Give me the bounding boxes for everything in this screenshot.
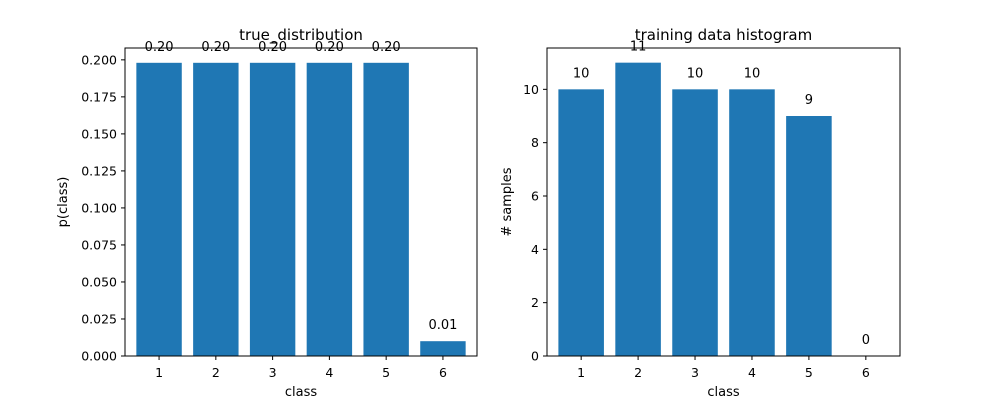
x-tick-label: 5 bbox=[805, 365, 813, 380]
y-tick-label: 0.175 bbox=[81, 89, 117, 104]
bar-class-1 bbox=[558, 89, 604, 356]
chart-true-distribution: true_distribution class p(class) 0.20 0.2… bbox=[56, 26, 478, 400]
y-tick-label: 0.200 bbox=[81, 52, 117, 67]
x-tick-label: 5 bbox=[382, 365, 390, 380]
data-label-class-1: 10 bbox=[573, 66, 590, 81]
chart-training-histogram: training data histogram class # samples … bbox=[500, 26, 901, 400]
data-label-class-5: 9 bbox=[805, 93, 813, 108]
data-label-class-3: 0.20 bbox=[258, 40, 287, 55]
x-tick-label: 2 bbox=[212, 365, 220, 380]
y-tick-label: 0.000 bbox=[81, 349, 117, 364]
bar-class-2 bbox=[615, 62, 661, 357]
data-label-class-2: 0.20 bbox=[201, 40, 230, 55]
y-tick-label: 6 bbox=[531, 189, 539, 204]
y-tick-label: 0.150 bbox=[81, 126, 117, 141]
y-tick-label: 0.125 bbox=[81, 163, 117, 178]
data-label-class-6: 0.01 bbox=[428, 318, 457, 333]
y-tick-label: 2 bbox=[531, 295, 539, 310]
bar-class-3 bbox=[672, 89, 718, 356]
x-tick-label: 3 bbox=[269, 365, 277, 380]
x-tick-label: 4 bbox=[748, 365, 756, 380]
data-label-class-2: 11 bbox=[630, 40, 647, 55]
data-label-class-4: 10 bbox=[744, 66, 761, 81]
bar-class-6 bbox=[420, 341, 466, 356]
plot-area-frame bbox=[546, 47, 901, 357]
y-tick-label: 0.100 bbox=[81, 200, 117, 215]
x-axis-label: class bbox=[707, 385, 739, 400]
data-label-class-5: 0.20 bbox=[372, 40, 401, 55]
x-tick-label: 2 bbox=[634, 365, 642, 380]
data-label-class-6: 0 bbox=[862, 333, 870, 348]
y-axis-label: p(class) bbox=[56, 177, 71, 228]
y-tick-label: 0 bbox=[531, 349, 539, 364]
y-tick-label: 10 bbox=[523, 82, 539, 97]
data-label-class-3: 10 bbox=[687, 66, 704, 81]
x-tick-label: 6 bbox=[439, 365, 447, 380]
x-tick-label: 1 bbox=[155, 365, 163, 380]
bar-class-4 bbox=[729, 89, 775, 356]
chart-title: true_distribution bbox=[239, 26, 363, 45]
y-tick-label: 0.025 bbox=[81, 311, 117, 326]
bar-class-4 bbox=[306, 62, 353, 357]
x-axis-label: class bbox=[285, 385, 317, 400]
data-label-class-1: 0.20 bbox=[145, 40, 174, 55]
y-tick-label: 0.075 bbox=[81, 237, 117, 252]
plot-area-frame bbox=[124, 47, 478, 357]
data-label-class-4: 0.20 bbox=[315, 40, 344, 55]
bar-class-3 bbox=[249, 62, 296, 357]
bar-class-5 bbox=[363, 62, 409, 357]
y-axis-label: # samples bbox=[500, 167, 515, 236]
x-tick-label: 4 bbox=[325, 365, 333, 380]
y-tick-label: 0.050 bbox=[81, 274, 117, 289]
y-tick-label: 4 bbox=[531, 242, 539, 257]
chart-title: training data histogram bbox=[635, 26, 812, 44]
x-tick-label: 1 bbox=[577, 365, 585, 380]
bar-class-5 bbox=[786, 116, 832, 356]
x-tick-label: 6 bbox=[862, 365, 870, 380]
bar-class-2 bbox=[193, 62, 239, 357]
bar-class-1 bbox=[136, 62, 182, 357]
y-tick-label: 8 bbox=[531, 135, 539, 150]
x-tick-label: 3 bbox=[691, 365, 699, 380]
